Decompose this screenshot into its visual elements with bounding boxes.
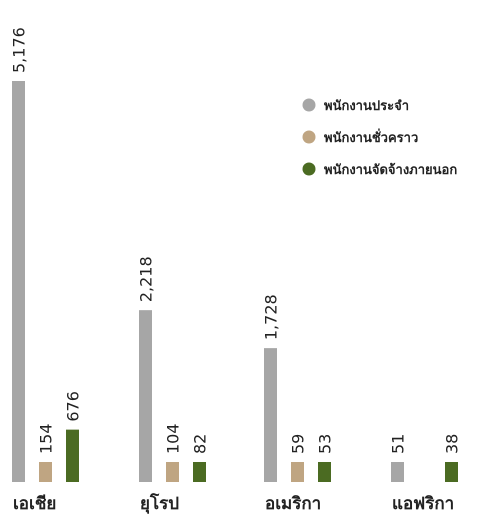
value-label-outsourced-0: 676 bbox=[64, 391, 83, 422]
bar-permanent-2 bbox=[264, 348, 277, 482]
value-label-temporary-2: 59 bbox=[289, 434, 308, 454]
value-label-outsourced-3: 38 bbox=[443, 434, 462, 454]
bar-permanent-0 bbox=[12, 81, 25, 482]
category-label-3: แอฟริกา bbox=[392, 494, 454, 514]
value-label-temporary-0: 154 bbox=[37, 423, 56, 454]
value-label-outsourced-2: 53 bbox=[316, 434, 335, 454]
bar-permanent-3 bbox=[391, 462, 404, 482]
category-label-0: เอเชีย bbox=[13, 493, 56, 514]
value-labels-layer: 5,176 154 676 2,218 104 82 1,728 59 53 51 38 bbox=[10, 27, 462, 454]
bar-temporary-2 bbox=[291, 462, 304, 482]
legend-swatch-permanent bbox=[302, 98, 316, 112]
value-label-temporary-1: 104 bbox=[164, 423, 183, 454]
bar-temporary-0 bbox=[39, 462, 52, 482]
value-label-permanent-1: 2,218 bbox=[137, 256, 156, 302]
bar-outsourced-2 bbox=[318, 462, 331, 482]
value-label-permanent-3: 51 bbox=[389, 434, 408, 454]
value-label-permanent-2: 1,728 bbox=[262, 294, 281, 340]
bar-temporary-1 bbox=[166, 462, 179, 482]
category-label-2: อเมริกา bbox=[265, 494, 321, 514]
legend-entry-temporary: พนักงานชั่วคราว bbox=[302, 128, 418, 146]
legend: พนักงานประจำ พนักงานชั่วคราว พนักงานจัดจ… bbox=[302, 98, 457, 178]
legend-swatch-temporary bbox=[302, 130, 316, 144]
bar-permanent-1 bbox=[139, 310, 152, 482]
legend-label-permanent: พนักงานประจำ bbox=[324, 98, 409, 114]
bar-outsourced-1 bbox=[193, 462, 206, 482]
category-labels-layer: เอเชีย ยุโรป อเมริกา แอฟริกา bbox=[13, 493, 454, 514]
legend-label-temporary: พนักงานชั่วคราว bbox=[324, 128, 418, 146]
legend-swatch-outsourced bbox=[302, 162, 316, 176]
value-label-outsourced-1: 82 bbox=[191, 434, 210, 454]
value-label-permanent-0: 5,176 bbox=[10, 27, 29, 73]
bar-outsourced-3 bbox=[445, 462, 458, 482]
legend-entry-outsourced: พนักงานจัดจ้างภายนอก bbox=[302, 162, 457, 178]
legend-label-outsourced: พนักงานจัดจ้างภายนอก bbox=[324, 162, 457, 178]
category-label-1: ยุโรป bbox=[140, 493, 179, 514]
bar-outsourced-0 bbox=[66, 429, 79, 482]
legend-entry-permanent: พนักงานประจำ bbox=[302, 98, 409, 114]
bars-layer bbox=[12, 81, 458, 482]
